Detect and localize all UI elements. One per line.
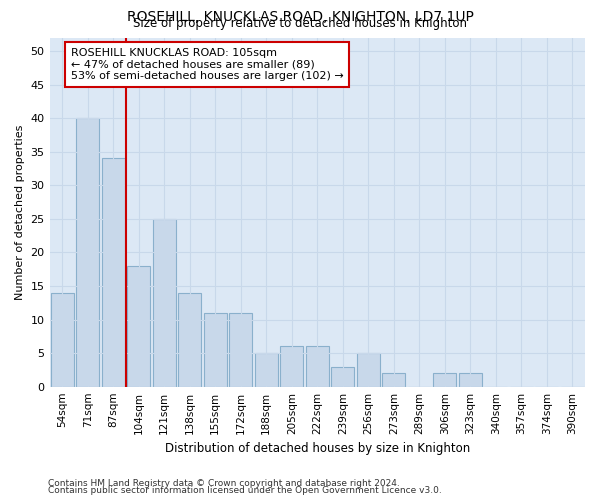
Bar <box>306 346 329 387</box>
Bar <box>51 292 74 386</box>
Bar <box>127 266 150 386</box>
Bar <box>178 292 201 386</box>
Bar <box>459 374 482 386</box>
Bar <box>229 313 252 386</box>
Bar <box>331 366 354 386</box>
Bar <box>153 219 176 386</box>
X-axis label: Distribution of detached houses by size in Knighton: Distribution of detached houses by size … <box>164 442 470 455</box>
Bar <box>280 346 303 387</box>
Bar <box>204 313 227 386</box>
Y-axis label: Number of detached properties: Number of detached properties <box>15 124 25 300</box>
Text: Contains public sector information licensed under the Open Government Licence v3: Contains public sector information licen… <box>48 486 442 495</box>
Bar <box>76 118 99 386</box>
Bar <box>382 374 405 386</box>
Text: Contains HM Land Registry data © Crown copyright and database right 2024.: Contains HM Land Registry data © Crown c… <box>48 478 400 488</box>
Text: ROSEHILL, KNUCKLAS ROAD, KNIGHTON, LD7 1UP: ROSEHILL, KNUCKLAS ROAD, KNIGHTON, LD7 1… <box>127 10 473 24</box>
Text: ROSEHILL KNUCKLAS ROAD: 105sqm
← 47% of detached houses are smaller (89)
53% of : ROSEHILL KNUCKLAS ROAD: 105sqm ← 47% of … <box>71 48 344 81</box>
Bar <box>102 158 125 386</box>
Bar <box>433 374 456 386</box>
Bar <box>357 353 380 386</box>
Text: Size of property relative to detached houses in Knighton: Size of property relative to detached ho… <box>133 18 467 30</box>
Bar <box>255 353 278 386</box>
